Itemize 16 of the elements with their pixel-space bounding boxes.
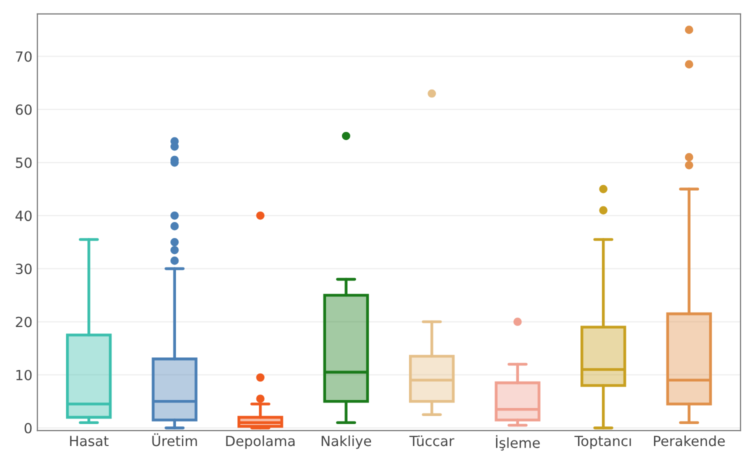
y-tick-label: 40: [16, 210, 32, 222]
y-tick-label: 30: [16, 264, 32, 274]
y-tick-label: 0: [24, 422, 32, 434]
y-tick-label: 50: [16, 157, 32, 168]
y-tick-label: 60: [16, 104, 32, 115]
y-tick-label: 20: [16, 316, 32, 328]
x-tick-label: Hasat: [70, 436, 109, 446]
x-tick-label: Üretim: [152, 433, 197, 446]
x-tick-label: İşleme: [496, 435, 540, 451]
x-tick-label: Perakende: [654, 435, 725, 446]
x-tick-label: Tüccar: [409, 435, 454, 446]
y-tick-label: 70: [16, 51, 32, 62]
y-tick-label: 10: [16, 370, 32, 380]
x-tick-label: Nakliye: [322, 435, 372, 449]
x-tick-label: Depolama: [226, 435, 295, 449]
x-tick-label: Toptancı: [574, 436, 631, 449]
